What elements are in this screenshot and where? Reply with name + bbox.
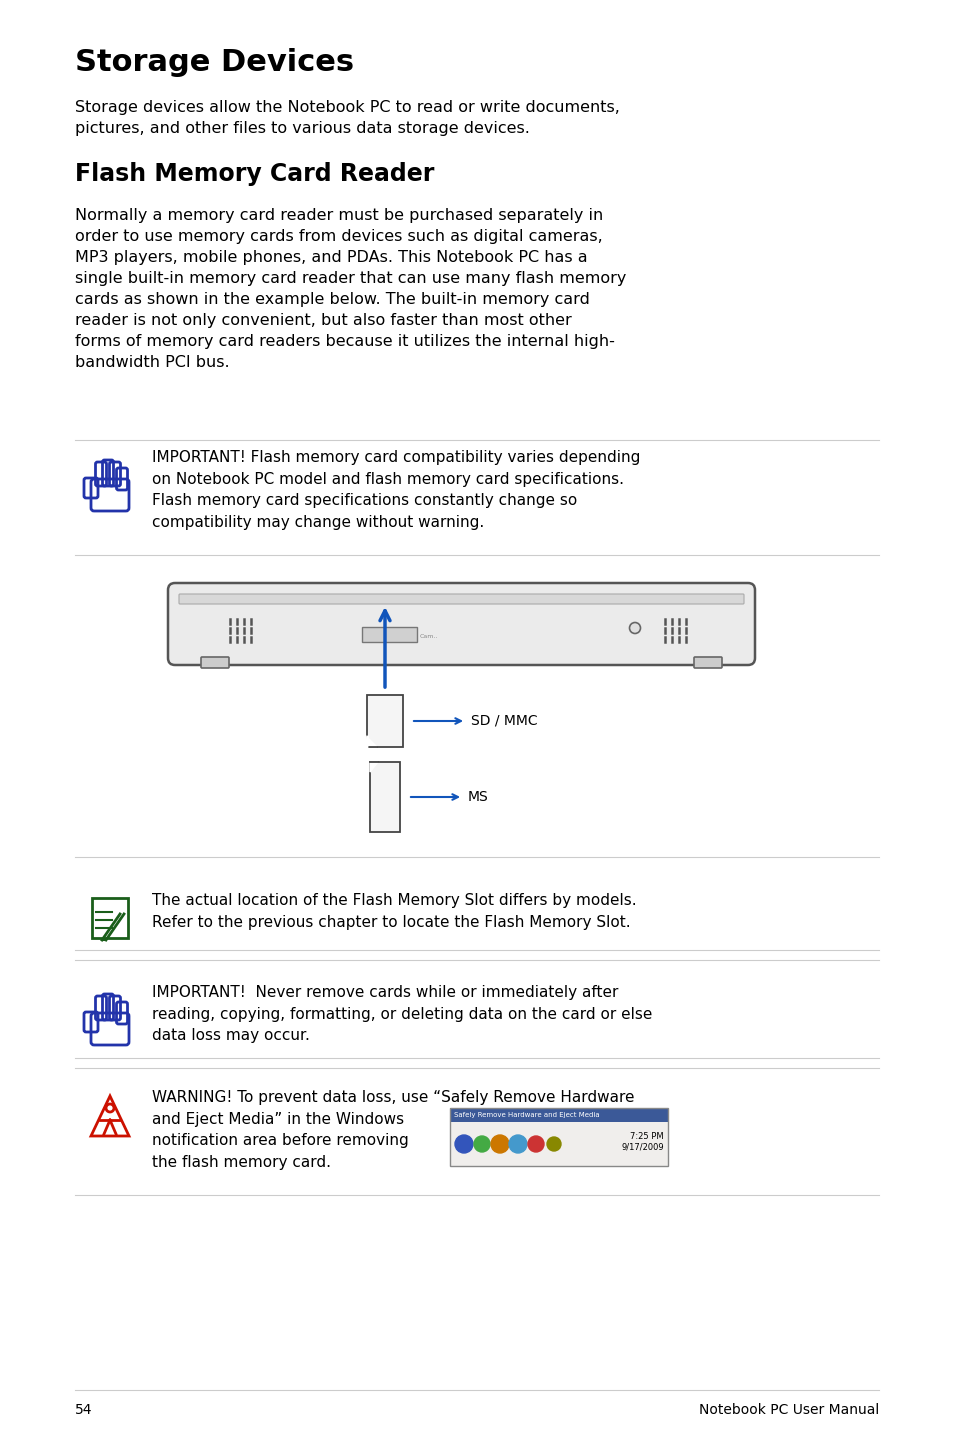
Text: WARNING! To prevent data loss, use “Safely Remove Hardware
and Eject Media” in t: WARNING! To prevent data loss, use “Safe… — [152, 1090, 634, 1169]
FancyBboxPatch shape — [168, 582, 754, 664]
FancyBboxPatch shape — [179, 594, 743, 604]
Text: SD / MMC: SD / MMC — [471, 715, 537, 728]
Circle shape — [546, 1137, 560, 1150]
Text: 7:25 PM
9/17/2009: 7:25 PM 9/17/2009 — [620, 1132, 663, 1152]
Text: IMPORTANT! Flash memory card compatibility varies depending
on Notebook PC model: IMPORTANT! Flash memory card compatibili… — [152, 450, 639, 529]
Bar — [450, 1109, 667, 1166]
Circle shape — [527, 1136, 543, 1152]
Text: Storage Devices: Storage Devices — [75, 47, 354, 78]
Text: Flash Memory Card Reader: Flash Memory Card Reader — [75, 162, 434, 186]
Text: Safely Remove Hardware and Eject Media: Safely Remove Hardware and Eject Media — [454, 1112, 599, 1117]
Text: Storage devices allow the Notebook PC to read or write documents,
pictures, and : Storage devices allow the Notebook PC to… — [75, 101, 619, 137]
Text: Cam..: Cam.. — [419, 634, 438, 638]
Circle shape — [491, 1135, 509, 1153]
Text: MS: MS — [468, 789, 488, 804]
Text: Normally a memory card reader must be purchased separately in
order to use memor: Normally a memory card reader must be pu… — [75, 209, 626, 370]
Text: 54: 54 — [75, 1403, 92, 1416]
Bar — [361, 627, 416, 641]
Polygon shape — [367, 738, 376, 746]
Text: The actual location of the Flash Memory Slot differs by models.
Refer to the pre: The actual location of the Flash Memory … — [152, 893, 636, 929]
Circle shape — [455, 1135, 473, 1153]
Text: Notebook PC User Manual: Notebook PC User Manual — [698, 1403, 878, 1416]
Text: IMPORTANT!  Never remove cards while or immediately after
reading, copying, form: IMPORTANT! Never remove cards while or i… — [152, 985, 652, 1043]
Bar — [367, 695, 402, 746]
Bar — [450, 1122, 667, 1166]
Circle shape — [509, 1135, 526, 1153]
FancyBboxPatch shape — [693, 657, 721, 669]
Bar — [370, 762, 399, 833]
Bar — [450, 1109, 667, 1122]
FancyBboxPatch shape — [201, 657, 229, 669]
Polygon shape — [370, 762, 377, 772]
Circle shape — [629, 623, 639, 634]
Circle shape — [474, 1136, 490, 1152]
